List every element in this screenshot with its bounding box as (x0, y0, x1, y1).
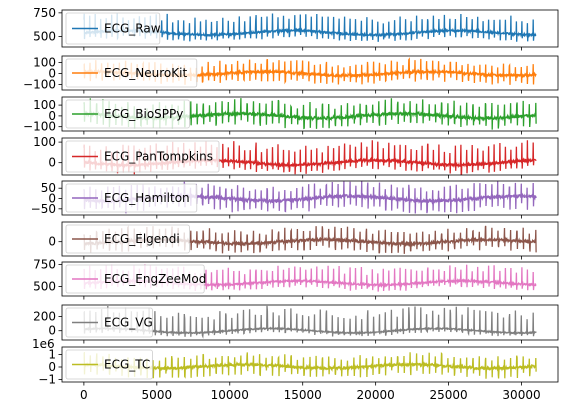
axes-frame (61, 137, 559, 176)
series-line-ecg-vg (83, 305, 537, 339)
y-tick-label: 100 (33, 98, 56, 112)
series-line-ecg-tc (83, 351, 537, 379)
subplot-ecg-tc: −101 ECG_TC 1e6 (32, 337, 559, 387)
y-tick-label: −100 (23, 120, 56, 134)
legend-box (65, 140, 220, 173)
axes-frame (61, 9, 559, 48)
axes-frame (61, 55, 559, 91)
legend-label: ECG_Hamilton (104, 191, 190, 205)
legend-box (65, 183, 198, 213)
legend-box (65, 224, 190, 254)
axes-frame (61, 221, 559, 257)
legend-box (65, 307, 153, 338)
subplot-ecg-raw: 500 750 ECG_Raw (33, 6, 559, 51)
axis-offset-label: 1e6 (32, 337, 55, 351)
y-tick-label: 100 (33, 56, 56, 70)
legend-label: ECG_TC (104, 358, 150, 372)
y-tick-label: −1 (38, 373, 56, 387)
x-tick-label: 0 (80, 388, 88, 402)
x-tick-label: 5000 (142, 388, 173, 402)
legend-box (65, 349, 153, 380)
axes-frame (61, 96, 559, 132)
legend-label: ECG_EngZeeMod (104, 272, 206, 286)
y-tick-label: 500 (33, 30, 56, 44)
subplot-ecg-elgendi: 0 ECG_Elgendi (48, 221, 559, 260)
y-tick-label: 500 (33, 279, 56, 293)
legend-box (65, 99, 190, 129)
legend-label: ECG_Elgendi (104, 232, 180, 246)
legend-label: ECG_VG (104, 316, 153, 330)
y-tick-label: 1 (48, 348, 56, 362)
y-tick-label: 0 (48, 67, 56, 81)
x-tick-label: 25000 (429, 388, 467, 402)
axes-frame (61, 180, 559, 216)
legend-box (65, 58, 198, 88)
y-tick-label: 100 (33, 135, 56, 149)
subplot-ecg-pantompkins: 0 100 ECG_PanTompkins (33, 135, 559, 179)
y-tick-label: 200 (33, 309, 56, 323)
y-tick-label: 0 (48, 235, 56, 249)
legend-box (65, 264, 205, 294)
y-tick-label: 0 (48, 360, 56, 374)
axes-frame (61, 346, 559, 383)
y-tick-label: −100 (23, 78, 56, 92)
legend-label: ECG_PanTompkins (104, 150, 213, 164)
legend-label: ECG_BioSPPy (104, 107, 183, 121)
subplot-ecg-engzeemod: 500 750 ECG_EngZeeMod (33, 258, 559, 300)
x-tick-label: 10000 (211, 388, 249, 402)
axes-frame (61, 261, 559, 297)
y-tick-label: 0 (48, 109, 56, 123)
y-tick-label: −50 (31, 202, 56, 216)
y-tick-label: 0 (48, 192, 56, 206)
x-tick-label: 20000 (357, 388, 395, 402)
x-tick-label: 15000 (284, 388, 322, 402)
y-tick-label: 50 (41, 181, 56, 195)
legend-label: ECG_Raw (104, 22, 161, 36)
y-tick-label: 0 (48, 156, 56, 170)
y-tick-label: 750 (33, 6, 56, 20)
y-tick-label: 750 (33, 258, 56, 272)
legend-box (65, 12, 161, 45)
y-tick-label: 0 (48, 324, 56, 338)
legend-label: ECG_NeuroKit (104, 66, 187, 80)
axes-frame (61, 304, 559, 341)
x-tick-label: 30000 (502, 388, 540, 402)
